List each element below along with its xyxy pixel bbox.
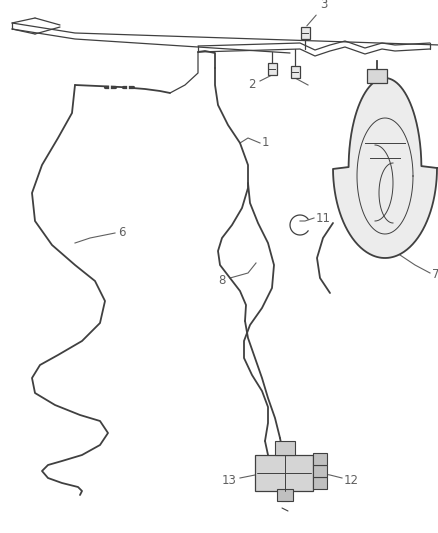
Text: 1: 1 [262, 136, 269, 149]
Text: 13: 13 [222, 473, 237, 487]
Bar [275, 441, 295, 455]
Text: 6: 6 [118, 227, 126, 239]
Polygon shape [333, 78, 437, 258]
Bar [268, 63, 277, 75]
Bar [255, 455, 313, 491]
Bar [313, 453, 327, 465]
Bar [277, 489, 293, 501]
Text: 8: 8 [218, 274, 226, 287]
Text: 12: 12 [344, 473, 359, 487]
Text: 11: 11 [316, 212, 331, 224]
Bar [301, 27, 310, 39]
Bar [313, 465, 327, 477]
Bar [367, 69, 387, 83]
Text: 3: 3 [320, 0, 327, 11]
Text: 2: 2 [248, 78, 255, 92]
Bar [313, 477, 327, 489]
Bar [291, 66, 300, 78]
Text: 7: 7 [432, 269, 438, 281]
